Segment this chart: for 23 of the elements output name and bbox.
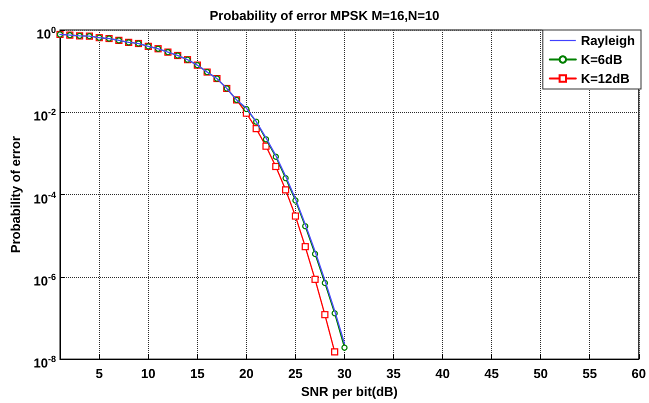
x-tick-label: 30 [337, 366, 352, 382]
y-tick-label: 10$^{-2}$ [34, 106, 56, 126]
x-tick-label: 20 [239, 366, 254, 382]
x-tick-label: 35 [386, 366, 401, 382]
x-axis-title: SNR per bit(dB) [300, 384, 398, 399]
x-tick-label: 15 [190, 366, 205, 382]
x-tick-label: 50 [533, 366, 548, 382]
x-tick-label: 40 [435, 366, 450, 382]
x-tick-label: 5 [96, 366, 103, 382]
y-axis-title: Probability of error [8, 136, 23, 254]
x-tick-label: 60 [632, 366, 646, 382]
y-tick-label: 10$^{-8}$ [34, 353, 56, 372]
x-tick-label: 25 [288, 366, 303, 382]
x-tick-label: 55 [582, 366, 597, 382]
legend-label: Rayleigh [580, 33, 636, 48]
legend-label: K=12dB [580, 71, 630, 86]
y-tick-label: 10$^{0}$ [36, 24, 56, 44]
y-tick-label: 10$^{-6}$ [34, 270, 56, 290]
legend-label: K=6dB [580, 52, 622, 67]
x-tick-label: 45 [484, 366, 499, 382]
y-tick-label: 10$^{-4}$ [34, 188, 56, 208]
x-tick-label: 10 [141, 366, 156, 382]
chart-title: Probability of error MPSK M=16,N=10 [210, 8, 440, 23]
